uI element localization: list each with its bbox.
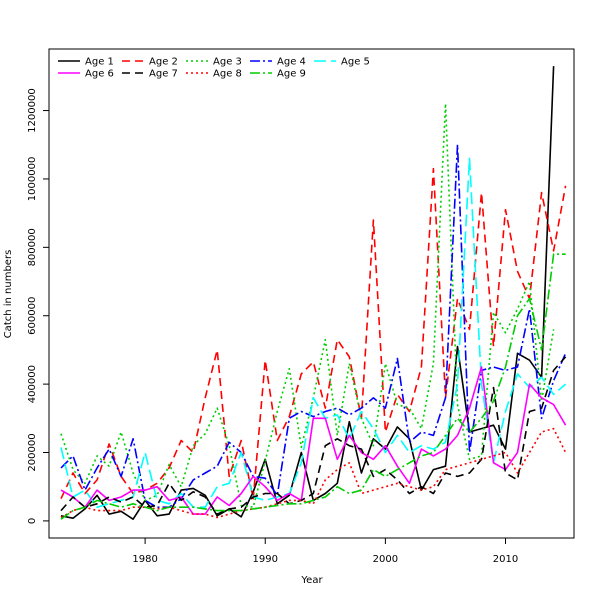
legend-label: Age 1	[85, 57, 114, 68]
x-axis-title: Year	[300, 575, 323, 586]
y-axis-title: Catch in numbers	[3, 250, 14, 339]
legend-label: Age 3	[213, 57, 242, 68]
legend-label: Age 5	[341, 57, 370, 68]
y-tick-label: 600000	[27, 297, 38, 335]
y-tick-label: 0	[27, 518, 38, 524]
legend-label: Age 7	[149, 69, 178, 80]
y-tick-label: 200000	[27, 433, 38, 471]
series-line-age-4	[60, 143, 567, 508]
series-line-age-1	[60, 66, 555, 520]
y-tick-label: 1200000	[27, 88, 38, 133]
legend-label: Age 8	[213, 69, 242, 80]
plot-frame	[48, 48, 575, 539]
legend-label: Age 6	[85, 69, 114, 80]
series-line-age-5	[60, 157, 567, 508]
y-tick-label: 400000	[27, 365, 38, 403]
y-tick-label: 800000	[27, 228, 38, 266]
x-tick-label: 2000	[373, 554, 398, 565]
legend: Age 1 Age 2 Age 3 Age 4 Age 5 Age 6 Age 7 Age 8…	[58, 57, 370, 80]
legend-label: Age 4	[277, 57, 306, 68]
y-axis: 0 200000 400000 600000 800000 1000000 1200000	[27, 88, 49, 524]
legend-label: Age 9	[277, 69, 306, 80]
series-line-age-3	[60, 102, 555, 508]
series-line-age-8	[60, 427, 567, 519]
series-line-age-2	[60, 167, 567, 500]
series-layer	[60, 66, 567, 520]
series-line-age-6	[60, 366, 567, 515]
series-line-age-9	[60, 253, 566, 520]
x-axis: 1980 1990 2000 2010	[132, 538, 518, 565]
series-line-age-7	[60, 356, 567, 515]
x-tick-label: 2010	[493, 554, 518, 565]
legend-label: Age 2	[149, 57, 178, 68]
x-tick-label: 1980	[132, 554, 157, 565]
x-tick-label: 1990	[253, 554, 278, 565]
y-tick-label: 1000000	[27, 157, 38, 202]
